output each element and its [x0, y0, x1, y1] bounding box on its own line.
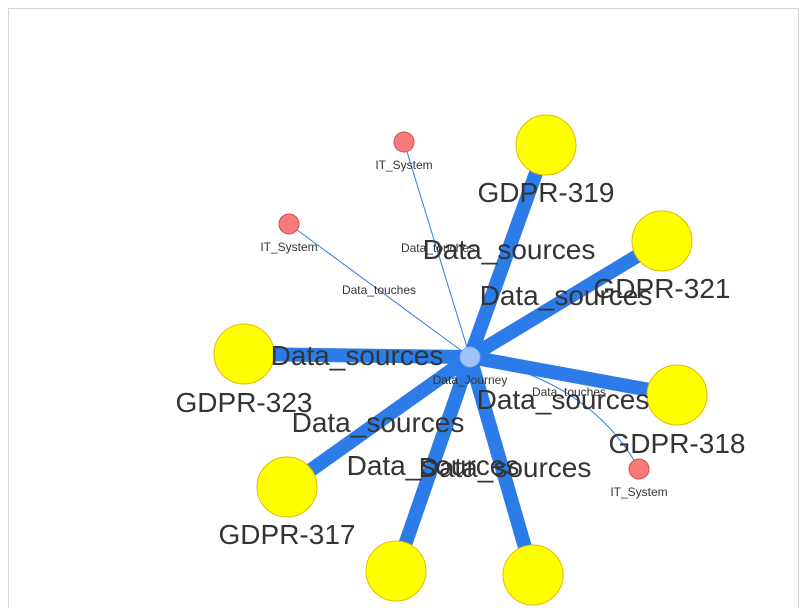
gdpr-node-317[interactable] — [256, 456, 318, 518]
edge-label-data-sources-b1: Data_sources — [347, 450, 520, 481]
gdpr-label-319: GDPR-319 — [478, 177, 615, 208]
edge-data-sources-323[interactable] — [243, 347, 471, 364]
edge-label-data-sources-319: Data_sources — [423, 234, 596, 265]
data-journey-label: Data_Journey — [433, 373, 508, 387]
gdpr-node-321[interactable] — [631, 210, 693, 272]
it-system-node-1[interactable] — [393, 131, 415, 153]
edge-label-data-touches-it2: Data_touches — [342, 283, 416, 297]
gdpr-label-317: GDPR-317 — [219, 519, 356, 550]
edge-data-touches-it1[interactable] — [403, 141, 471, 358]
network-graph[interactable]: GDPR-319 GDPR-321 GDPR-323 GDPR-318 GDPR… — [9, 9, 799, 608]
edge-data-touches-it3[interactable] — [469, 356, 640, 470]
edge-data-sources-318[interactable] — [468, 350, 679, 402]
gdpr-node-319[interactable] — [515, 114, 577, 176]
graph-canvas[interactable]: GDPR-319 GDPR-321 GDPR-323 GDPR-318 GDPR… — [8, 8, 799, 608]
edge-label-data-sources-318: Data_sources — [477, 384, 650, 415]
edge-data-touches-it2[interactable] — [288, 223, 471, 358]
it-system-node-3[interactable] — [628, 458, 650, 480]
gdpr-label-321: GDPR-321 — [594, 273, 731, 304]
it-system-node-2[interactable] — [278, 213, 300, 235]
it-system-label-3: IT_System — [610, 485, 667, 499]
edge-label-data-touches-it3: Data_touches — [532, 385, 606, 399]
it-system-label-2: IT_System — [260, 240, 317, 254]
edge-data-sources-321[interactable] — [466, 235, 666, 363]
edge-label-data-sources-321: Data_sources — [480, 280, 653, 311]
edge-data-sources-317[interactable] — [282, 351, 475, 493]
gdpr-node-318[interactable] — [646, 364, 708, 426]
gdpr-node-bottom-1[interactable] — [365, 540, 427, 602]
it-system-label-1: IT_System — [375, 158, 432, 172]
gdpr-label-323: GDPR-323 — [176, 387, 313, 418]
data-journey-node[interactable] — [459, 346, 481, 368]
gdpr-node-bottom-2[interactable] — [502, 544, 564, 606]
edge-label-data-sources-b2: Data_sources — [419, 452, 592, 483]
edge-data-sources-319[interactable] — [463, 142, 553, 360]
gdpr-node-323[interactable] — [213, 323, 275, 385]
edge-label-data-sources-323: Data_sources — [271, 340, 444, 371]
edge-data-sources-b2[interactable] — [463, 355, 540, 577]
edge-label-data-sources-317: Data_sources — [292, 407, 465, 438]
gdpr-label-318: GDPR-318 — [609, 428, 746, 459]
edge-label-data-touches-it1: Data_touches — [401, 241, 475, 255]
edge-data-sources-b1[interactable] — [389, 354, 477, 574]
